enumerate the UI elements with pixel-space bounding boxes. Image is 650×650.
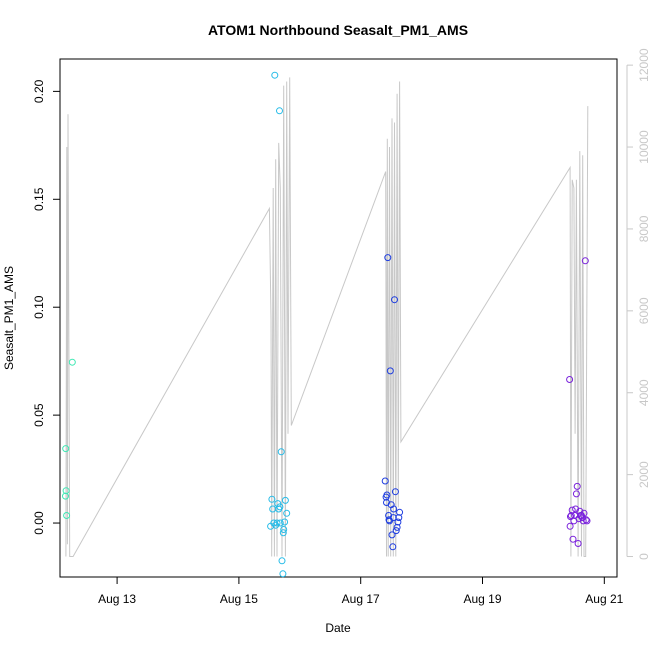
data-point (276, 503, 284, 511)
chart-title: ATOM1 Northbound Seasalt_PM1_AMS (208, 22, 468, 38)
x-tick-label: Aug 21 (585, 592, 623, 606)
data-point (573, 482, 581, 490)
data-point (383, 491, 391, 499)
secondary-y-axis: 0 2000 4000 6000 8000 10000 12000 (626, 48, 650, 560)
data-point (271, 71, 279, 79)
data-point (580, 509, 588, 517)
y2-tick-label: 2000 (637, 461, 650, 488)
data-point (566, 522, 574, 530)
y2-tick-label: 0 (637, 553, 650, 560)
data-point (62, 445, 70, 453)
data-point (63, 512, 71, 519)
data-point (68, 358, 76, 366)
data-point (384, 254, 392, 262)
data-point (278, 557, 286, 565)
data-point (394, 518, 402, 526)
data-point (279, 529, 287, 537)
data-point (581, 257, 589, 265)
data-point (569, 535, 577, 543)
data-point (277, 448, 285, 456)
y-tick-label: 0.15 (32, 187, 46, 211)
y2-tick-label: 6000 (637, 297, 650, 324)
altitude-line-layer (65, 77, 589, 557)
data-point (578, 514, 586, 522)
y2-tick-label: 10000 (637, 130, 650, 164)
data-point (396, 508, 404, 516)
plot-area-frame (59, 58, 618, 578)
data-point (390, 505, 398, 513)
data-point (283, 509, 291, 517)
data-point (574, 540, 582, 547)
y-axis-label: Seasalt_PM1_AMS (2, 266, 16, 370)
data-point (567, 513, 574, 521)
data-point (280, 526, 288, 533)
data-point (62, 492, 69, 500)
x-axis-label: Date (325, 621, 351, 635)
data-point (383, 499, 390, 506)
y-tick-label: 0.05 (32, 403, 46, 427)
data-point (582, 516, 590, 524)
data-point (392, 527, 400, 535)
altitude-series-line (65, 77, 589, 557)
data-points-layer (62, 71, 591, 578)
data-point (388, 531, 396, 539)
data-point (572, 490, 580, 498)
data-point (566, 376, 574, 383)
data-point (389, 514, 397, 522)
y2-tick-label: 8000 (637, 215, 650, 242)
data-point (391, 488, 399, 496)
y-tick-label: 0.10 (32, 295, 46, 319)
x-tick-label: Aug 17 (342, 592, 380, 606)
data-point (281, 518, 289, 526)
data-point (276, 519, 284, 527)
x-tick-label: Aug 13 (98, 592, 136, 606)
data-point (276, 107, 283, 115)
x-axis: Aug 13 Aug 15 Aug 17 Aug 19 Aug 21 (98, 577, 624, 606)
data-point (281, 496, 289, 504)
data-point (583, 517, 591, 525)
x-tick-label: Aug 15 (220, 592, 258, 606)
y-tick-label: 0.00 (32, 511, 46, 535)
data-point (385, 516, 393, 524)
data-point (572, 505, 580, 513)
data-point (386, 367, 394, 375)
y-tick-label: 0.20 (32, 79, 46, 103)
data-point (273, 519, 281, 527)
y2-tick-label: 12000 (637, 48, 650, 82)
data-point (389, 543, 397, 551)
data-point (268, 495, 276, 503)
data-point (391, 296, 398, 304)
data-point (279, 570, 287, 578)
data-point (393, 523, 401, 531)
data-point (576, 507, 584, 515)
y2-tick-label: 4000 (637, 379, 650, 406)
data-point (62, 487, 70, 495)
x-tick-label: Aug 19 (463, 592, 501, 606)
data-point (381, 477, 389, 485)
y-axis: 0.00 0.05 0.10 0.15 0.20 (32, 79, 60, 535)
